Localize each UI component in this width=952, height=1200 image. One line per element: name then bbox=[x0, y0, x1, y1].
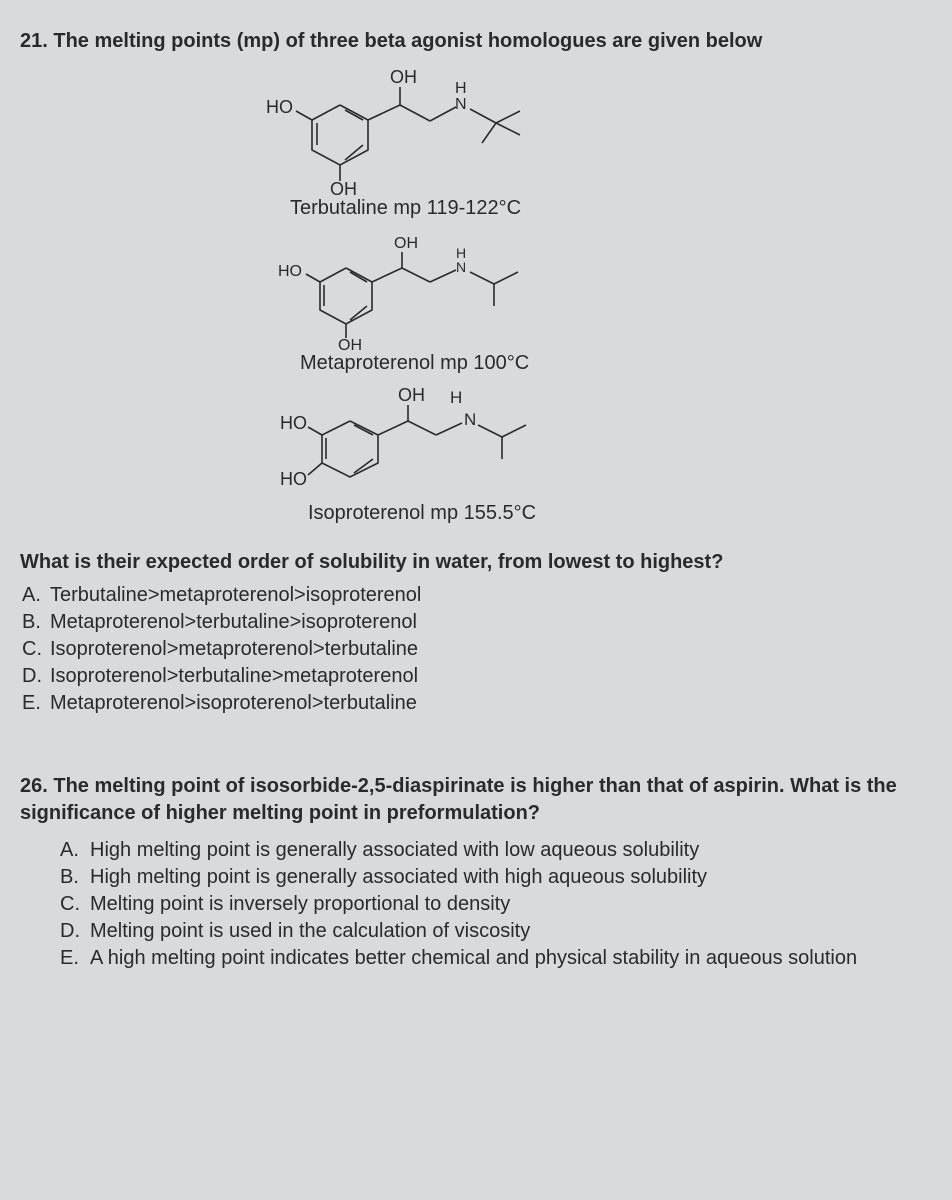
q21-option-d[interactable]: D.Isoproterenol>terbutaline>metaproteren… bbox=[22, 663, 932, 690]
svg-text:HO: HO bbox=[280, 469, 307, 489]
svg-text:HO: HO bbox=[278, 263, 302, 280]
q26-options: A.High melting point is generally associ… bbox=[60, 837, 932, 972]
svg-text:N: N bbox=[456, 259, 466, 275]
q21-options: A.Terbutaline>metaproterenol>isoproteren… bbox=[22, 582, 932, 717]
isoproterenol-structure-icon: HO HO OH H N bbox=[260, 385, 570, 500]
q26-option-c[interactable]: C.Melting point is inversely proportiona… bbox=[60, 891, 932, 918]
terbutaline-caption: Terbutaline mp 119-122°C bbox=[290, 197, 932, 220]
terbutaline-structure-icon: HO OH OH H N bbox=[260, 65, 570, 195]
isoproterenol-caption: Isoproterenol mp 155.5°C bbox=[308, 502, 932, 525]
svg-text:OH: OH bbox=[338, 337, 362, 350]
q21-number: 21. bbox=[20, 30, 48, 52]
metaproterenol-caption: Metaproterenol mp 100°C bbox=[300, 352, 932, 375]
q26-option-e[interactable]: E.A high melting point indicates better … bbox=[60, 945, 932, 972]
svg-text:OH: OH bbox=[330, 179, 357, 195]
svg-text:OH: OH bbox=[398, 385, 425, 405]
svg-text:OH: OH bbox=[390, 67, 417, 87]
svg-text:HO: HO bbox=[266, 97, 293, 117]
svg-text:H: H bbox=[455, 80, 467, 97]
q26-option-b[interactable]: B.High melting point is generally associ… bbox=[60, 864, 932, 891]
q21-stem-text: The melting points (mp) of three beta ag… bbox=[53, 30, 762, 52]
question-21: 21. The melting points (mp) of three bet… bbox=[20, 28, 932, 717]
mol-metaproterenol: HO OH OH H N Metaproterenol mp 100°C bbox=[260, 230, 932, 375]
svg-text:HO: HO bbox=[280, 413, 307, 433]
q21-option-b[interactable]: B.Metaproterenol>terbutaline>isoproteren… bbox=[22, 609, 932, 636]
svg-text:N: N bbox=[455, 96, 467, 113]
q21-option-e[interactable]: E.Metaproterenol>isoproterenol>terbutali… bbox=[22, 690, 932, 717]
metaproterenol-structure-icon: HO OH OH H N bbox=[260, 230, 570, 350]
mol-terbutaline: HO OH OH H N bbox=[260, 65, 932, 220]
q21-option-a[interactable]: A.Terbutaline>metaproterenol>isoproteren… bbox=[22, 582, 932, 609]
question-26: 26. The melting point of isosorbide-2,5-… bbox=[20, 773, 932, 972]
q26-option-d[interactable]: D.Melting point is used in the calculati… bbox=[60, 918, 932, 945]
q21-stem: 21. The melting points (mp) of three bet… bbox=[20, 28, 932, 55]
svg-text:N: N bbox=[464, 410, 476, 429]
svg-text:H: H bbox=[450, 388, 462, 407]
q21-option-c[interactable]: C.Isoproterenol>metaproterenol>terbutali… bbox=[22, 636, 932, 663]
molecule-block: HO OH OH H N bbox=[260, 65, 932, 525]
q26-stem-text: The melting point of isosorbide-2,5-dias… bbox=[20, 775, 897, 824]
q26-number: 26. bbox=[20, 775, 48, 797]
mol-isoproterenol: HO HO OH H N Isoproterenol mp 155.5°C bbox=[260, 385, 932, 525]
q26-stem: 26. The melting point of isosorbide-2,5-… bbox=[20, 773, 932, 827]
svg-text:OH: OH bbox=[394, 235, 418, 252]
q21-substem: What is their expected order of solubili… bbox=[20, 549, 932, 576]
q26-option-a[interactable]: A.High melting point is generally associ… bbox=[60, 837, 932, 864]
